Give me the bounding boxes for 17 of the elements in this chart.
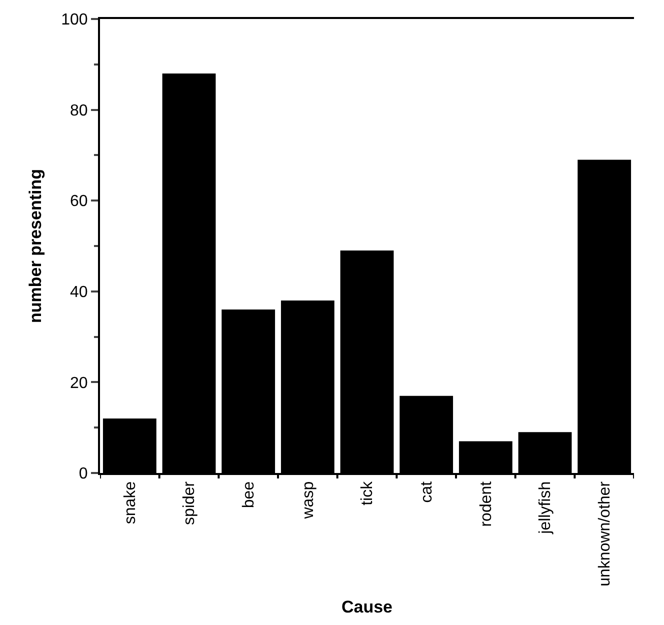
x-tick-label: bee (240, 481, 258, 508)
x-tick-label: spider (181, 480, 198, 525)
y-tick-label: 80 (70, 102, 88, 120)
y-tick-label: 60 (70, 193, 88, 210)
x-tick-label: rodent (478, 480, 495, 527)
x-tick-label: unknown/other (596, 480, 614, 586)
y-tick-label: 20 (70, 374, 88, 392)
y-tick-label: 100 (61, 12, 88, 29)
x-axis-title: Cause (341, 597, 393, 616)
y-tick-label: 0 (78, 466, 88, 483)
y-tick-label: 40 (70, 284, 88, 301)
x-tick-label: tick (359, 480, 376, 506)
x-tick-label: snake (122, 481, 139, 524)
y-axis-title: number presenting (26, 169, 46, 323)
x-tick-label: cat (418, 480, 436, 503)
x-tick-label: jellyfish (537, 481, 554, 535)
x-tick-label: wasp (300, 481, 317, 520)
